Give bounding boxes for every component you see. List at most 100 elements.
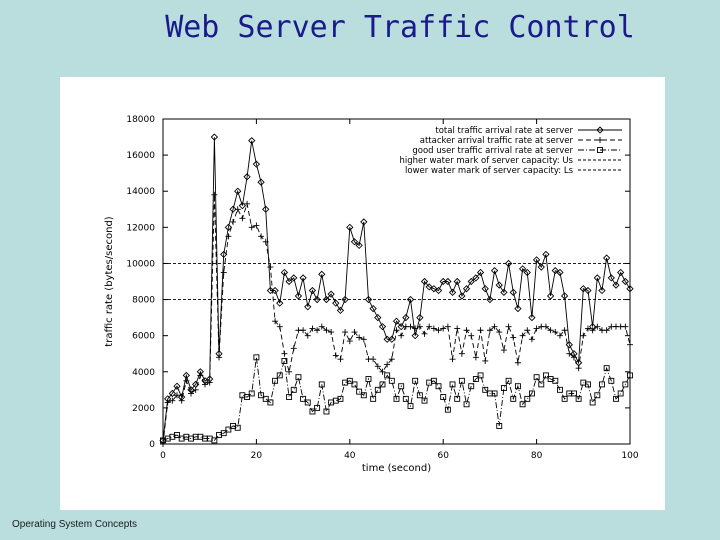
data-point (412, 325, 419, 332)
data-point (276, 372, 283, 379)
data-point (468, 332, 475, 339)
data-point (514, 383, 521, 390)
data-point (547, 327, 554, 334)
data-point (355, 241, 363, 250)
data-point (360, 218, 368, 226)
data-point (257, 178, 265, 186)
data-point (216, 354, 223, 361)
data-point (518, 265, 527, 273)
data-point (519, 401, 526, 408)
data-point (421, 330, 428, 337)
y-tick-label: 8000 (132, 296, 155, 306)
data-point (267, 264, 274, 271)
data-point (388, 377, 395, 384)
data-point (598, 286, 606, 295)
data-point (351, 381, 358, 388)
data-point (430, 377, 437, 384)
data-point (304, 399, 311, 406)
data-point (183, 377, 190, 384)
data-point (621, 277, 629, 286)
data-point (164, 399, 171, 406)
traffic-chart: 0 2000 4000 6000 8000 10000 12000 14000 16000 180… (104, 115, 639, 474)
data-point (258, 392, 265, 399)
x-tick-label: 60 (437, 451, 449, 461)
data-point (169, 397, 176, 404)
data-point (346, 377, 353, 384)
data-point (238, 202, 247, 210)
data-point (398, 383, 405, 390)
data-point (406, 295, 415, 304)
legend-label: lower water mark of server capacity: Ls (405, 166, 574, 176)
data-point (332, 299, 340, 307)
data-point (421, 397, 428, 404)
legend-label: total traffic arrival rate at server (435, 126, 573, 136)
data-point (398, 332, 405, 339)
data-point (370, 356, 377, 363)
data-point (412, 377, 419, 384)
data-point (476, 268, 485, 277)
y-tick-label: 14000 (126, 187, 155, 197)
data-point (262, 238, 269, 245)
data-point (225, 426, 232, 433)
data-point (561, 327, 568, 334)
data-point (327, 290, 335, 298)
data-point (280, 268, 289, 277)
data-point (379, 368, 386, 375)
x-tick-label: 40 (344, 451, 356, 461)
data-point (407, 403, 414, 410)
data-point (589, 399, 596, 406)
data-point (300, 327, 307, 334)
data-point (585, 381, 591, 388)
data-point (435, 327, 442, 334)
data-point (467, 277, 475, 286)
data-point (281, 357, 288, 364)
data-point (440, 394, 447, 401)
data-point (426, 323, 433, 330)
data-point (542, 323, 549, 330)
data-point (286, 394, 293, 401)
data-point (589, 327, 596, 334)
data-point (411, 332, 419, 340)
data-point (252, 160, 261, 168)
chart-panel: 0 2000 4000 6000 8000 10000 12000 14000 16000 180… (60, 77, 665, 510)
data-point (458, 350, 465, 357)
data-point (557, 386, 563, 393)
data-point (584, 325, 591, 332)
data-point (482, 386, 489, 393)
data-point (178, 397, 185, 404)
data-point (374, 313, 382, 322)
data-point (448, 288, 457, 296)
data-point (262, 205, 270, 213)
data-point (378, 323, 387, 331)
data-point (351, 329, 358, 336)
data-point (308, 286, 317, 295)
data-point (533, 325, 540, 332)
data-point (234, 187, 242, 195)
data-point (318, 270, 326, 278)
data-point (608, 377, 615, 384)
data-point (253, 222, 260, 229)
data-point (528, 390, 535, 397)
data-point (318, 323, 325, 330)
x-tick-label: 0 (160, 451, 166, 461)
data-point (565, 341, 573, 349)
data-point (627, 341, 633, 348)
data-point (477, 327, 484, 334)
data-point (369, 304, 377, 313)
data-point (560, 292, 569, 300)
data-point (453, 277, 461, 286)
series-layer (159, 133, 634, 447)
data-point (542, 250, 550, 259)
data-point (482, 357, 489, 364)
data-point (575, 395, 582, 402)
data-point (472, 354, 479, 361)
data-point (613, 395, 619, 402)
data-point (449, 381, 456, 388)
data-point (500, 347, 507, 354)
y-tick-label: 18000 (126, 115, 155, 125)
data-point (286, 368, 293, 375)
data-point (444, 406, 451, 413)
series-1 (160, 191, 633, 447)
data-point (533, 374, 540, 381)
legend-marker (596, 126, 604, 134)
